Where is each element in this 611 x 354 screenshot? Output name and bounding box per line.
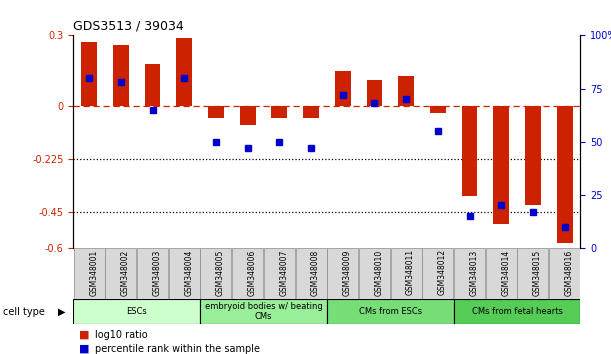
Bar: [453, 299, 580, 324]
Text: cell type: cell type: [3, 307, 45, 316]
Bar: [240, 106, 255, 125]
Text: GSM348015: GSM348015: [533, 249, 542, 296]
Text: GSM348004: GSM348004: [185, 249, 193, 296]
Text: log10 ratio: log10 ratio: [95, 330, 147, 339]
Bar: [486, 248, 517, 299]
Text: ▶: ▶: [58, 307, 65, 316]
Bar: [327, 248, 358, 299]
Text: GSM348005: GSM348005: [216, 249, 225, 296]
Text: GSM348014: GSM348014: [501, 249, 510, 296]
Bar: [359, 248, 390, 299]
Text: GDS3513 / 39034: GDS3513 / 39034: [73, 20, 184, 33]
Text: percentile rank within the sample: percentile rank within the sample: [95, 344, 260, 354]
Bar: [73, 299, 200, 324]
Bar: [296, 248, 326, 299]
Bar: [208, 106, 224, 118]
Bar: [454, 248, 485, 299]
Text: GSM348003: GSM348003: [153, 249, 161, 296]
Bar: [81, 42, 97, 106]
Bar: [105, 248, 136, 299]
Bar: [113, 45, 129, 106]
Bar: [335, 71, 351, 106]
Text: GSM348008: GSM348008: [311, 249, 320, 296]
Bar: [422, 248, 453, 299]
Text: GSM348016: GSM348016: [565, 249, 574, 296]
Bar: [367, 80, 382, 106]
Bar: [232, 248, 263, 299]
Bar: [518, 248, 549, 299]
Bar: [430, 106, 446, 113]
Bar: [493, 106, 509, 224]
Bar: [557, 106, 573, 243]
Bar: [200, 299, 327, 324]
Bar: [169, 248, 200, 299]
Bar: [549, 248, 580, 299]
Bar: [177, 38, 192, 106]
Text: GSM348013: GSM348013: [469, 249, 478, 296]
Text: ESCs: ESCs: [126, 307, 147, 316]
Text: GSM348007: GSM348007: [279, 249, 288, 296]
Bar: [327, 299, 453, 324]
Bar: [137, 248, 168, 299]
Text: GSM348001: GSM348001: [89, 249, 98, 296]
Text: GSM348010: GSM348010: [375, 249, 384, 296]
Text: embryoid bodies w/ beating
CMs: embryoid bodies w/ beating CMs: [205, 302, 323, 321]
Bar: [303, 106, 319, 118]
Text: GSM348009: GSM348009: [343, 249, 352, 296]
Bar: [461, 106, 477, 196]
Text: ■: ■: [79, 330, 90, 339]
Bar: [271, 106, 287, 118]
Bar: [264, 248, 295, 299]
Bar: [525, 106, 541, 205]
Text: GSM348002: GSM348002: [121, 249, 130, 296]
Bar: [200, 248, 232, 299]
Bar: [398, 75, 414, 106]
Text: GSM348006: GSM348006: [247, 249, 257, 296]
Bar: [390, 248, 422, 299]
Text: CMs from fetal hearts: CMs from fetal hearts: [472, 307, 563, 316]
Bar: [145, 64, 161, 106]
Text: ■: ■: [79, 344, 90, 354]
Text: GSM348011: GSM348011: [406, 249, 415, 296]
Bar: [74, 248, 104, 299]
Text: CMs from ESCs: CMs from ESCs: [359, 307, 422, 316]
Text: GSM348012: GSM348012: [438, 249, 447, 296]
